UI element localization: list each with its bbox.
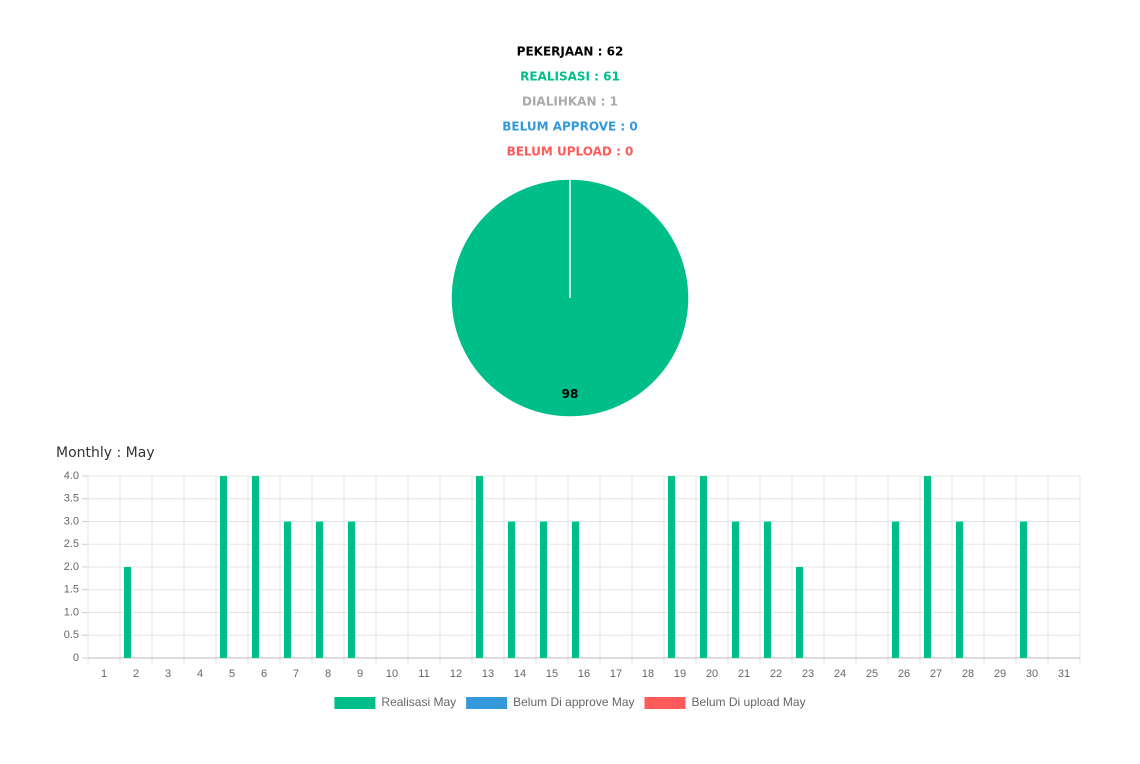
legend-label: Realisasi May bbox=[381, 695, 456, 709]
bar bbox=[892, 521, 899, 658]
realisasi-count: REALISASI : 61 bbox=[520, 70, 620, 84]
y-tick-label: 2.5 bbox=[64, 538, 79, 550]
bar bbox=[1020, 521, 1027, 658]
legend-label: Belum Di approve May bbox=[513, 695, 634, 709]
x-tick-label: 31 bbox=[1058, 668, 1070, 680]
bar bbox=[956, 521, 963, 658]
x-tick-label: 19 bbox=[674, 668, 686, 680]
bar bbox=[476, 476, 483, 658]
legend-label: Belum Di upload May bbox=[692, 695, 806, 709]
bar bbox=[732, 521, 739, 658]
legend-swatch bbox=[334, 697, 376, 709]
x-tick-label: 10 bbox=[386, 668, 398, 680]
bar bbox=[508, 521, 515, 658]
dialihkan-count: DIALIHKAN : 1 bbox=[522, 95, 618, 109]
x-tick-label: 6 bbox=[261, 668, 267, 680]
bar bbox=[540, 521, 547, 658]
x-tick-label: 14 bbox=[514, 668, 526, 680]
legend-swatch bbox=[466, 697, 508, 709]
bar bbox=[572, 521, 579, 658]
x-tick-label: 21 bbox=[738, 668, 750, 680]
x-tick-label: 9 bbox=[357, 668, 363, 680]
x-tick-label: 15 bbox=[546, 668, 558, 680]
y-tick-label: 0 bbox=[73, 652, 79, 664]
x-tick-label: 13 bbox=[482, 668, 494, 680]
bar bbox=[284, 521, 291, 658]
x-tick-label: 4 bbox=[197, 668, 203, 680]
y-tick-label: 2.0 bbox=[64, 561, 79, 573]
x-tick-label: 26 bbox=[898, 668, 910, 680]
x-tick-label: 18 bbox=[642, 668, 654, 680]
x-tick-label: 28 bbox=[962, 668, 974, 680]
bar bbox=[668, 476, 675, 658]
x-tick-label: 23 bbox=[802, 668, 814, 680]
upload-count: BELUM UPLOAD : 0 bbox=[507, 145, 634, 159]
y-tick-label: 0.5 bbox=[64, 629, 79, 641]
x-tick-label: 22 bbox=[770, 668, 782, 680]
x-tick-label: 3 bbox=[165, 668, 171, 680]
x-tick-label: 8 bbox=[325, 668, 331, 680]
bar bbox=[252, 476, 259, 658]
x-tick-label: 24 bbox=[834, 668, 846, 680]
bar bbox=[316, 521, 323, 658]
pie-label: 98 bbox=[562, 387, 579, 401]
pie-slice bbox=[450, 178, 690, 418]
x-tick-label: 27 bbox=[930, 668, 942, 680]
x-tick-label: 11 bbox=[418, 668, 429, 680]
x-tick-label: 20 bbox=[706, 668, 718, 680]
x-tick-label: 25 bbox=[866, 668, 878, 680]
bar bbox=[764, 521, 771, 658]
total-count: PEKERJAAN : 62 bbox=[517, 45, 624, 59]
y-tick-label: 1.0 bbox=[64, 606, 79, 618]
y-tick-label: 4.0 bbox=[64, 470, 79, 482]
x-tick-label: 30 bbox=[1026, 668, 1038, 680]
x-tick-label: 1 bbox=[101, 668, 107, 680]
x-tick-label: 5 bbox=[229, 668, 235, 680]
x-tick-label: 29 bbox=[994, 668, 1006, 680]
bar bbox=[348, 521, 355, 658]
x-tick-label: 7 bbox=[293, 668, 299, 680]
y-tick-label: 3.0 bbox=[64, 515, 79, 527]
approve-count: BELUM APPROVE : 0 bbox=[502, 120, 637, 134]
bar bbox=[700, 476, 707, 658]
bar bbox=[124, 567, 131, 658]
x-tick-label: 2 bbox=[133, 668, 139, 680]
x-tick-label: 12 bbox=[450, 668, 462, 680]
x-tick-label: 16 bbox=[578, 668, 590, 680]
legend-swatch bbox=[644, 697, 686, 709]
bar bbox=[924, 476, 931, 658]
bar-title: Monthly : May bbox=[56, 445, 155, 461]
x-tick-label: 17 bbox=[610, 668, 622, 680]
y-tick-label: 1.5 bbox=[64, 584, 79, 596]
bar bbox=[220, 476, 227, 658]
bar bbox=[796, 567, 803, 658]
y-tick-label: 3.5 bbox=[64, 493, 79, 505]
